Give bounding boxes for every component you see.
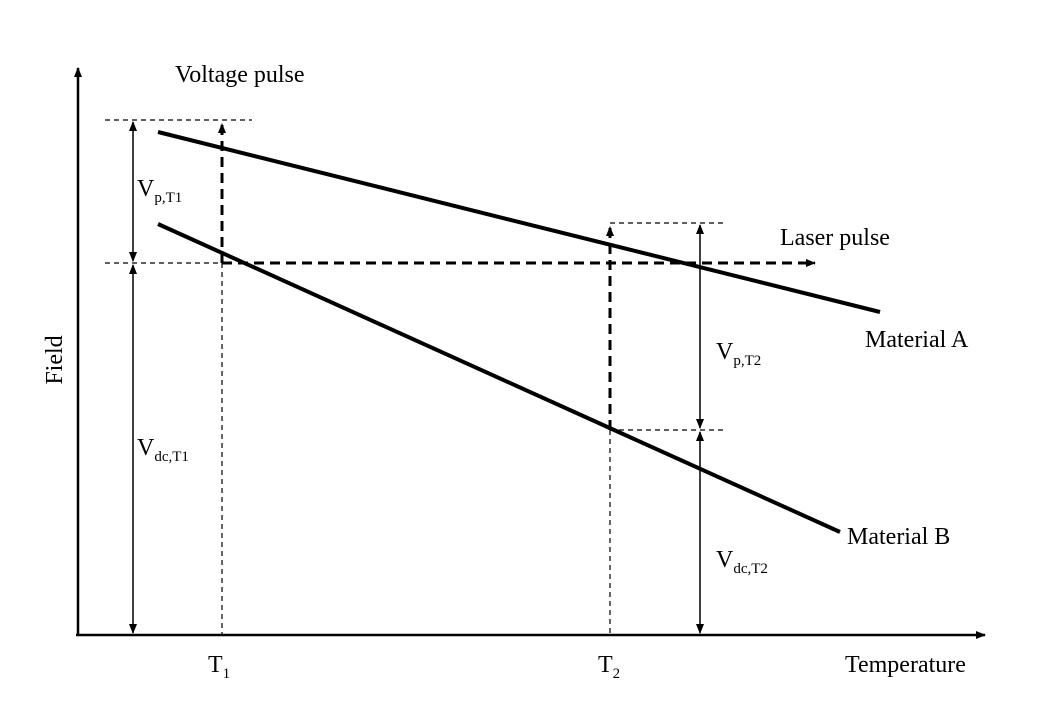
text: T <box>208 652 223 678</box>
annotation: Vdc,T2 <box>716 547 768 577</box>
x-axis-label: Temperature <box>845 652 966 678</box>
subscript: dc,T2 <box>733 561 768 577</box>
annotation: Vp,T2 <box>716 339 761 369</box>
annotation: Vdc,T1 <box>137 435 189 465</box>
subscript: 1 <box>223 666 231 682</box>
measure-arrows <box>129 121 704 634</box>
annotation: Material A <box>865 327 969 353</box>
material-b-line <box>157 222 841 534</box>
thin-dashes <box>105 119 727 635</box>
text: V <box>137 176 155 202</box>
subscript: 2 <box>613 666 621 682</box>
text: V <box>716 339 734 365</box>
annotation: Vp,T1 <box>137 176 182 206</box>
y-axis-label: Field <box>42 335 68 384</box>
annotation: Voltage pulse <box>175 62 305 88</box>
axes <box>74 67 986 639</box>
materials <box>157 130 881 534</box>
subscript: p,T1 <box>154 190 182 206</box>
tick-label: T2 <box>598 652 620 682</box>
subscript: p,T2 <box>733 353 761 369</box>
annotation: Material B <box>847 524 950 550</box>
thick-dashes <box>218 123 816 430</box>
annotation: Laser pulse <box>780 225 890 251</box>
material-a-line <box>157 130 881 314</box>
text: T <box>598 652 613 678</box>
subscript: dc,T1 <box>154 449 189 465</box>
tick-label: T1 <box>208 652 230 682</box>
text: V <box>716 547 734 573</box>
text: V <box>137 435 155 461</box>
